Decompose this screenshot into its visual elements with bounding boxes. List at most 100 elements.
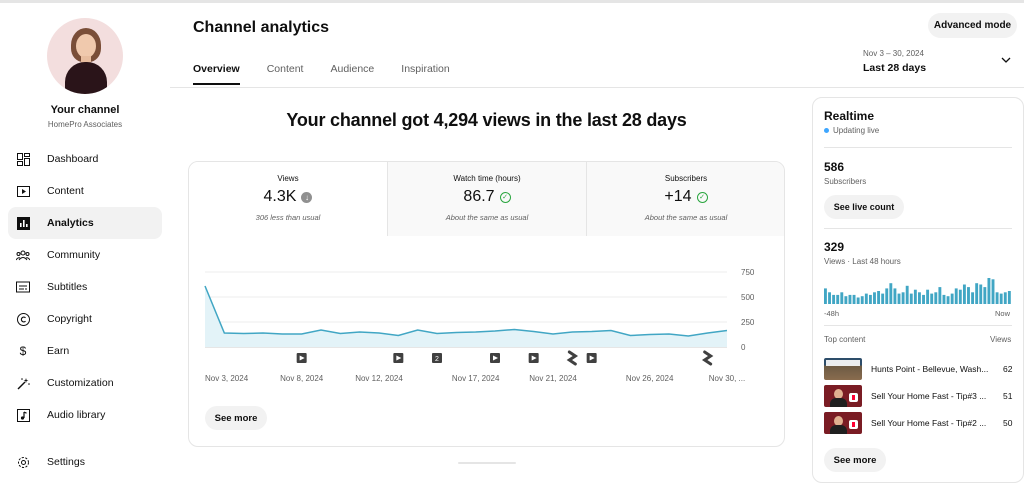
sidebar-item-audio-library[interactable]: Audio library [8,399,162,431]
check-circle-icon: ✓ [696,191,708,203]
sidebar-item-label: Community [47,249,101,261]
realtime-bar [893,288,897,304]
realtime-bar [962,284,966,304]
dashboard-icon [16,152,30,166]
metric-value-text: 4.3K [263,188,297,205]
video-views: 51 [1003,391,1013,401]
sidebar-item-customization[interactable]: Customization [8,367,162,399]
sidebar: Your channel HomePro Associates Dashboar… [0,3,170,488]
realtime-bar [824,288,827,304]
advanced-mode-button[interactable]: Advanced mode [928,13,1017,38]
tab-overview[interactable]: Overview [193,63,240,85]
realtime-bar [958,289,962,304]
sidebar-item-content[interactable]: Content [8,175,162,207]
tab-content[interactable]: Content [266,63,304,75]
top-content-row[interactable]: Sell Your Home Fast - Tip#3 ... 51 [824,385,1014,407]
top-content-views-label: Views [990,335,1012,344]
sidebar-item-label: Settings [47,456,85,468]
avatar-body [65,62,107,94]
metric-value-text: 86.7 [463,188,495,205]
realtime-bar [828,292,831,304]
views-headline: Your channel got 4,294 views in the last… [286,110,687,130]
see-live-count-button[interactable]: See live count [824,195,904,219]
realtime-title: Realtime [824,109,875,123]
realtime-bar [897,293,901,304]
realtime-bar [930,293,934,304]
channel-avatar[interactable] [47,18,123,94]
avatar-neck [81,56,91,66]
metric-subscribers[interactable]: Subscribers +14 ✓ About the same as usua… [586,162,784,236]
video-views: 62 [1003,364,1013,374]
video-marker-icon[interactable] [528,353,539,363]
date-range-label[interactable]: Last 28 days [863,62,927,74]
realtime-bar [934,292,938,304]
metric-views[interactable]: Views 4.3K ↓ 306 less than usual [189,162,387,236]
svg-text:2: 2 [435,356,439,363]
realtime-bar [999,293,1003,304]
divider [824,228,1012,229]
area-fill [205,286,727,347]
realtime-see-more-button[interactable]: See more [824,448,886,472]
divider [824,147,1012,148]
x-tick-label: Nov 8, 2024 [280,374,324,383]
realtime-bar [967,287,970,304]
realtime-subscribers-value: 586 [824,160,845,174]
video-thumbnail [824,412,862,434]
realtime-bar [922,294,925,304]
realtime-bar [889,283,893,304]
realtime-bar [987,278,991,304]
top-content-row[interactable]: Hunts Point - Bellevue, Wash... 62 [824,358,1014,380]
subtitles-icon [16,280,30,294]
scroll-indicator [458,462,516,464]
analytics-tabs: Overview Content Audience Inspiration [193,63,477,85]
sidebar-item-settings[interactable]: Settings [8,446,162,478]
shorts-marker-icon[interactable] [701,350,714,366]
axis-label-left: -48h [824,309,840,318]
header-divider [170,87,1024,88]
views-chart[interactable]: 750 500 250 0 2 Nov 3, 2024 Nov 8, 2024 Nov 12,… [189,257,784,387]
top-border [0,0,1024,3]
realtime-bar [832,294,836,304]
sidebar-item-earn[interactable]: $ Earn [8,335,162,367]
realtime-bar [909,293,913,304]
top-content-row[interactable]: Sell Your Home Fast - Tip#2 ... 50 [824,412,1014,434]
sidebar-item-label: Audio library [47,409,106,421]
metric-label: Subscribers [664,174,708,183]
video-marker-icon[interactable] [490,353,500,363]
see-more-button[interactable]: See more [205,406,267,430]
chevron-down-icon[interactable] [1001,56,1011,67]
realtime-bar [885,288,889,304]
tab-audience[interactable]: Audience [330,63,375,75]
realtime-bar [856,297,860,304]
sidebar-item-label: Earn [47,345,70,357]
sidebar-item-copyright[interactable]: Copyright [8,303,162,335]
date-range[interactable]: Nov 3 – 30, 2024 [863,49,924,58]
sidebar-item-subtitles[interactable]: Subtitles [8,271,162,303]
shorts-marker-icon[interactable] [566,350,579,366]
realtime-bar [946,296,950,304]
realtime-bar [918,292,921,304]
metric-watch-time[interactable]: Watch time (hours) 86.7 ✓ About the same… [387,162,586,236]
sidebar-item-dashboard[interactable]: Dashboard [8,143,162,175]
video-marker-icon[interactable] [586,353,597,363]
y-tick-label: 250 [741,318,755,327]
realtime-bar [975,283,979,304]
realtime-bar [971,292,975,304]
sidebar-item-analytics[interactable]: Analytics [8,207,162,239]
realtime-bar [950,293,954,304]
video-marker-icon[interactable] [393,353,404,363]
sidebar-item-community[interactable]: Community [8,239,162,271]
realtime-bar [840,292,844,304]
tab-inspiration[interactable]: Inspiration [401,63,450,75]
copyright-icon [16,312,30,326]
video-count-marker[interactable]: 2 [432,353,442,363]
video-marker-icon[interactable] [296,353,307,363]
sidebar-item-label: Analytics [47,217,94,229]
y-tick-label: 0 [741,343,746,352]
live-dot-icon [824,128,829,133]
realtime-bar-chart[interactable] [824,278,1012,304]
series-line [204,285,728,337]
metric-label: Watch time (hours) [453,174,521,183]
realtime-bar [913,289,917,304]
shorts-icon [849,420,858,429]
